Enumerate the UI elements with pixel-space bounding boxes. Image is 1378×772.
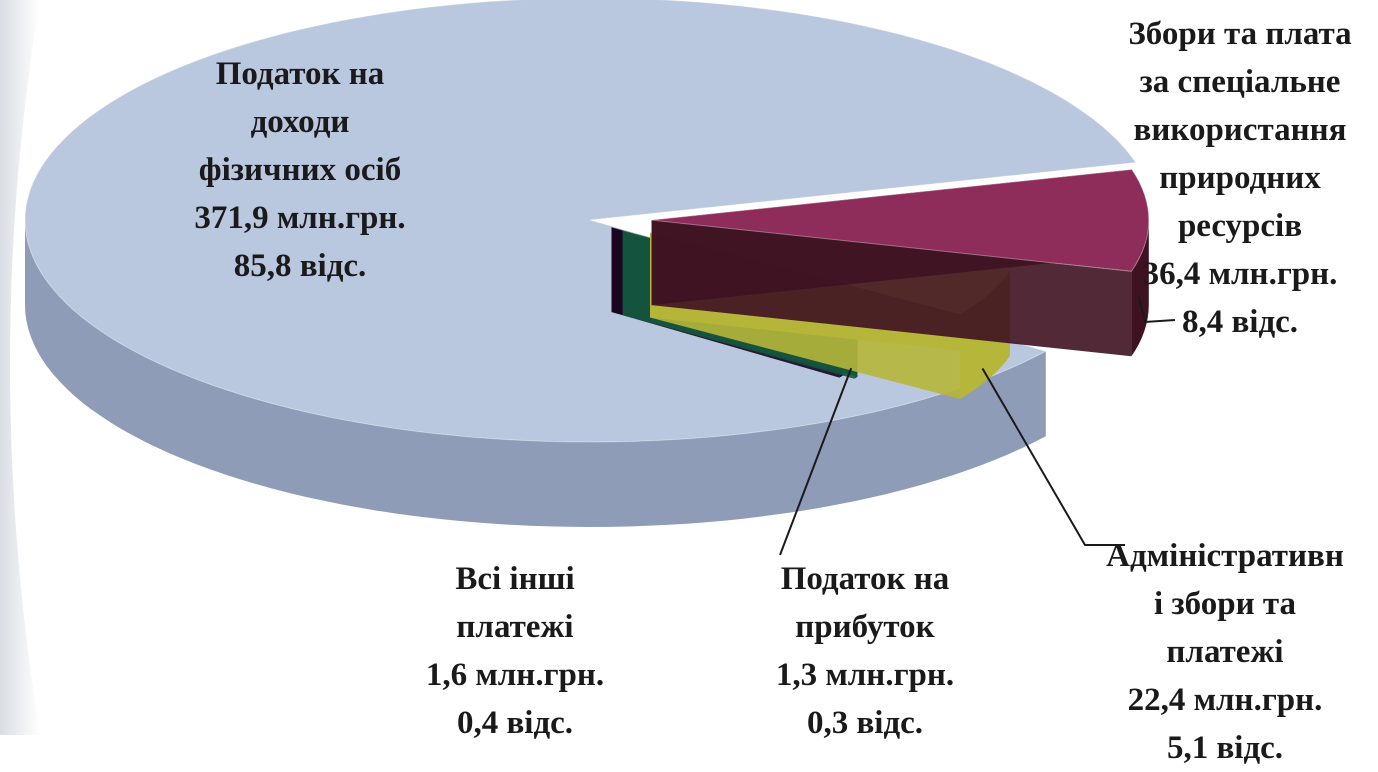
slice-amount: 1,3 млн.грн.: [775, 657, 955, 693]
slice-label-line: і збори та: [1154, 586, 1296, 622]
slice-percent: 5,1 відс.: [1166, 730, 1284, 766]
pie-slice-top-nature: [651, 168, 1150, 272]
slice-label-line: Податок на: [215, 56, 385, 92]
slice-amount: 371,9 млн.грн.: [194, 200, 406, 236]
slice-percent: 0,3 відс.: [806, 705, 924, 741]
slice-label-line: прибуток: [795, 609, 935, 645]
leader-lines: [779, 296, 1176, 556]
pie-slices: [24, 0, 1150, 527]
leader-line-nature: [1137, 296, 1176, 324]
slice-label-nature: Збори та плата за спеціальне використанн…: [1105, 10, 1375, 346]
pie-slice-edge-nature: [651, 220, 1132, 357]
pie-slice-nature: [651, 168, 1150, 357]
pie-slice-side-pdfo: [25, 220, 1046, 527]
slice-label-line: за спеціальне: [1139, 64, 1341, 100]
slice-label-profit: Податок на прибуток 1,3 млн.грн. 0,3 від…: [735, 555, 995, 747]
leader-line-admin: [981, 367, 1125, 546]
slice-percent: 0,4 відс.: [456, 705, 574, 741]
pie-chart: [24, 0, 1176, 556]
slice-label-pdfo: Податок на доходи фізичних осіб 371,9 мл…: [150, 50, 450, 290]
slice-label-line: природних: [1159, 160, 1321, 196]
slice-label-admin: Адміністративн і збори та платежі 22,4 м…: [1080, 532, 1370, 772]
slice-label-line: платежі: [1166, 634, 1284, 670]
slice-label-line: доходи: [250, 104, 350, 140]
slice-label-other: Всі інші платежі 1,6 млн.грн. 0,4 відс.: [385, 555, 645, 747]
leader-line-profit: [779, 367, 853, 556]
slice-label-line: Податок на: [780, 561, 950, 597]
slice-label-line: Всі інші: [455, 561, 575, 597]
slice-percent: 85,8 відс.: [233, 248, 367, 284]
slice-amount: 36,4 млн.грн.: [1142, 256, 1338, 292]
slice-label-line: Адміністративн: [1106, 538, 1344, 574]
slice-label-line: платежі: [456, 609, 574, 645]
slice-label-line: використання: [1133, 112, 1347, 148]
slice-percent: 8,4 відс.: [1181, 304, 1299, 340]
slice-label-line: ресурсів: [1177, 208, 1303, 244]
slice-label-line: фізичних осіб: [198, 152, 402, 188]
slice-amount: 22,4 млн.грн.: [1127, 682, 1323, 718]
slice-amount: 1,6 млн.грн.: [425, 657, 605, 693]
slice-label-line: Збори та плата: [1128, 16, 1352, 52]
background-swoosh: [0, 0, 40, 735]
